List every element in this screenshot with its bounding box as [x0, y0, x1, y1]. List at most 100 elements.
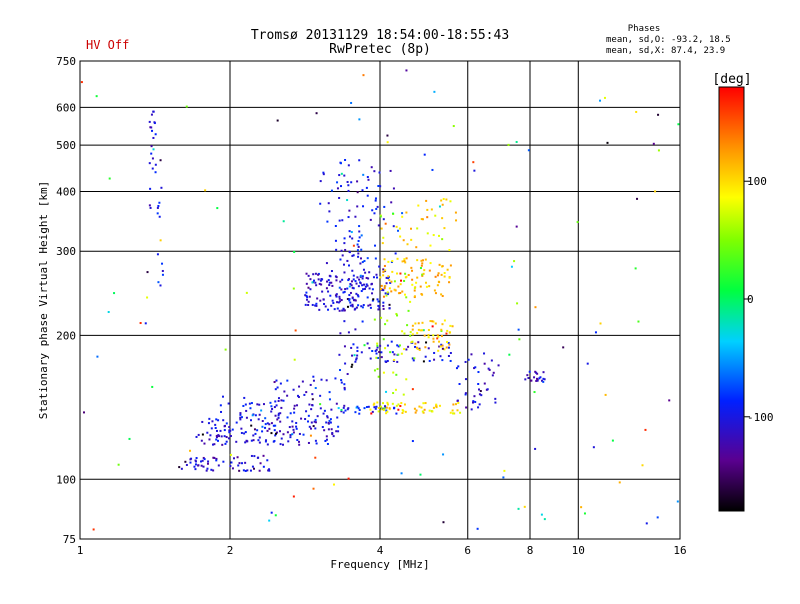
data-point [189, 461, 192, 464]
data-point [258, 469, 261, 472]
data-point [369, 408, 372, 411]
data-point [386, 134, 389, 137]
data-point [383, 258, 386, 261]
data-point [441, 203, 444, 206]
data-point [533, 391, 536, 394]
data-point [377, 375, 380, 378]
data-point [369, 306, 372, 309]
data-point [335, 402, 338, 405]
data-point [272, 440, 275, 443]
data-point [375, 352, 378, 355]
data-point [222, 419, 225, 422]
data-point [356, 249, 359, 252]
data-point [195, 457, 198, 460]
data-point [154, 171, 157, 174]
data-point [438, 345, 441, 348]
data-point [356, 191, 359, 194]
data-point [228, 431, 231, 434]
data-point [393, 358, 396, 361]
data-point [356, 276, 359, 279]
data-point [388, 279, 391, 282]
data-point [449, 200, 452, 203]
data-point [376, 346, 379, 349]
data-point [348, 209, 351, 212]
data-point [413, 357, 416, 360]
data-point [217, 419, 220, 422]
data-point [266, 443, 269, 446]
data-point [363, 287, 366, 290]
data-point [295, 425, 298, 428]
data-point [258, 403, 261, 406]
data-point [315, 112, 318, 115]
data-point [478, 403, 481, 406]
data-point [270, 422, 273, 425]
data-point [347, 189, 350, 192]
data-point [534, 370, 537, 373]
data-point [327, 202, 330, 205]
data-point [261, 420, 264, 423]
data-point [291, 420, 294, 423]
data-point [282, 443, 285, 446]
data-point [307, 414, 310, 417]
data-point [540, 379, 543, 382]
data-point [368, 347, 371, 350]
data-point [338, 295, 341, 298]
data-point [414, 345, 417, 348]
data-point [386, 291, 389, 294]
data-point [381, 288, 384, 291]
data-point [326, 280, 329, 283]
data-point [398, 344, 401, 347]
data-point [417, 322, 420, 325]
data-point [352, 287, 355, 290]
data-point [428, 269, 431, 272]
data-point [415, 281, 418, 284]
data-point [358, 225, 361, 228]
data-point [517, 507, 520, 510]
data-point [344, 362, 347, 365]
data-point [449, 324, 452, 327]
data-point [445, 198, 448, 201]
data-point [316, 297, 319, 300]
data-point [416, 259, 419, 262]
data-point [338, 297, 341, 300]
data-point [361, 261, 364, 264]
data-point [376, 342, 379, 345]
data-point [307, 274, 310, 277]
data-point [377, 185, 380, 188]
data-point [206, 467, 209, 470]
data-point [289, 436, 292, 439]
data-point [416, 347, 419, 350]
data-point [373, 318, 376, 321]
data-point [319, 299, 322, 302]
data-point [543, 378, 546, 381]
data-point [432, 320, 435, 323]
data-point [526, 374, 529, 377]
data-point [440, 329, 443, 332]
data-point [350, 346, 353, 349]
data-point [341, 309, 344, 312]
data-point [339, 332, 342, 335]
data-point [385, 409, 388, 412]
data-point [346, 297, 349, 300]
data-point [320, 283, 323, 286]
phases-o-stats: mean, sd,O: -93.2, 18.5 [606, 35, 731, 45]
data-point [657, 149, 660, 152]
data-point [351, 296, 354, 299]
data-point [385, 276, 388, 279]
data-point [293, 411, 296, 414]
data-point [251, 414, 254, 417]
data-point [382, 338, 385, 341]
data-point [441, 217, 444, 220]
data-point [357, 255, 360, 258]
data-point [427, 336, 430, 339]
data-point [231, 467, 234, 470]
data-point [355, 282, 358, 285]
x-tick-label: 2 [227, 544, 234, 557]
data-point [339, 280, 342, 283]
data-point [422, 329, 425, 332]
data-point [434, 292, 437, 295]
data-point [151, 167, 154, 170]
data-point [219, 404, 222, 407]
data-point [113, 292, 116, 295]
data-point [357, 295, 360, 298]
